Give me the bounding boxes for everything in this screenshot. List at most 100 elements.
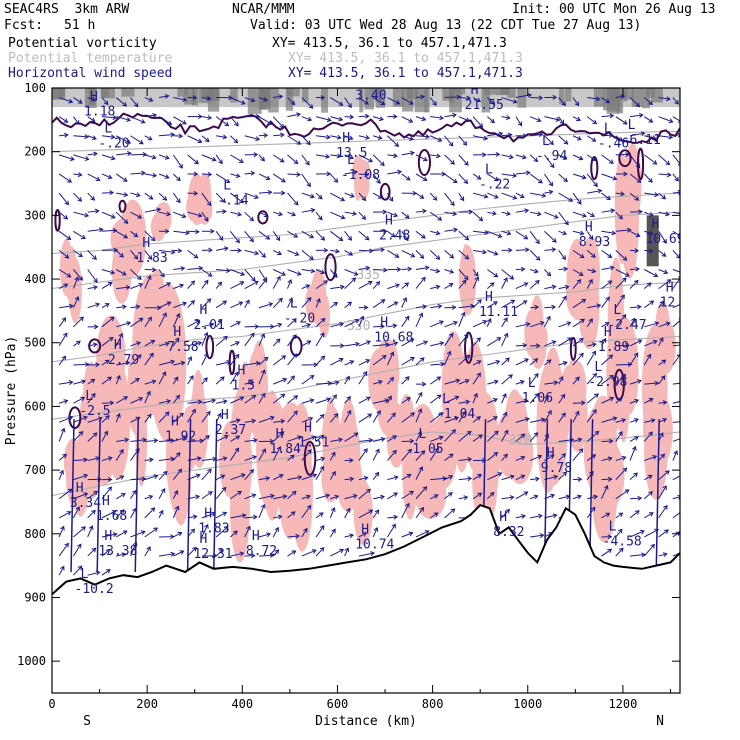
wind-vector: [372, 509, 380, 519]
wind-vector: [429, 192, 437, 201]
wind-vector: [87, 269, 98, 283]
wind-vector: [658, 485, 667, 500]
wind-vector-head: [452, 178, 458, 184]
wind-vector: [387, 97, 400, 105]
wind-vector: [387, 154, 398, 157]
wind-vector-head: [648, 397, 654, 403]
wind-vector: [87, 116, 96, 122]
wind-vector-head: [609, 396, 615, 402]
wind-vector: [601, 485, 608, 499]
wind-vector-head: [119, 475, 125, 480]
wind-vector: [173, 550, 184, 557]
wind-vector: [358, 359, 370, 366]
positive-pv-patch: [590, 439, 625, 511]
wind-vector-head: [678, 118, 680, 123]
positive-pv-patch: [119, 199, 147, 277]
wind-vector: [344, 135, 353, 140]
wind-vector-head: [63, 118, 69, 123]
wind-vector-head: [436, 394, 442, 400]
wind-vector-head: [580, 400, 586, 406]
wind-vector: [429, 211, 442, 221]
wind-vector: [58, 269, 71, 278]
wind-vector-head: [305, 284, 311, 289]
wind-vector-head: [77, 197, 83, 202]
wind-vector-head: [552, 94, 558, 100]
wind-vector: [487, 398, 498, 404]
wind-vector: [101, 192, 114, 194]
x-tick-label: 800: [422, 697, 444, 711]
wind-vector-head: [91, 547, 97, 553]
wind-vector: [144, 439, 158, 442]
wind-vector-head: [237, 248, 242, 253]
wind-vector-head: [339, 548, 345, 554]
wind-vector: [658, 250, 666, 257]
pv-extremum-letter: H: [342, 131, 350, 146]
wind-vector-head: [325, 493, 331, 499]
wind-vector-head: [407, 266, 413, 272]
wind-vector-head: [461, 279, 467, 285]
wind-vector-head: [533, 157, 539, 163]
wind-vector-head: [277, 322, 283, 328]
wind-vector: [415, 466, 423, 480]
wind-vector: [601, 338, 607, 347]
wind-vector: [244, 172, 255, 175]
wind-vector: [558, 97, 566, 106]
wind-vector-head: [206, 410, 211, 416]
y-axis-label: Pressure (hPa): [4, 336, 19, 446]
wind-vector-head: [182, 97, 188, 102]
wind-vector-head: [375, 280, 381, 286]
wind-vector: [73, 269, 83, 281]
wind-vector: [144, 154, 156, 159]
wind-vector-head: [379, 116, 384, 122]
wind-vector-head: [153, 527, 159, 532]
wind-vector-head: [410, 252, 416, 258]
wind-vector-head: [534, 372, 539, 378]
wind-vector: [287, 395, 298, 404]
wind-vector: [415, 450, 425, 461]
wind-vector-head: [162, 312, 167, 318]
wind-vector: [73, 474, 88, 481]
wind-vector: [644, 269, 658, 277]
wind-vector: [572, 173, 586, 179]
x-tick-label: 1000: [513, 697, 542, 711]
wind-vector: [173, 116, 187, 125]
wind-vector: [144, 380, 156, 385]
wind-vector: [386, 524, 396, 538]
wind-vector: [115, 509, 125, 519]
wind-vector: [430, 230, 440, 235]
wind-vector-head: [463, 179, 469, 185]
y-tick-label: 400: [24, 272, 46, 286]
wind-vector-head: [137, 214, 143, 219]
wind-vector-head: [581, 213, 587, 218]
wind-vector: [258, 448, 266, 461]
wind-vector: [672, 382, 680, 385]
wind-vector-head: [618, 137, 623, 142]
wind-vector: [643, 97, 653, 105]
pv-extremum-letter: H: [651, 217, 659, 232]
wind-vector-head: [170, 359, 176, 365]
wind-vector-head: [466, 95, 471, 101]
wind-vector: [272, 431, 285, 442]
wind-vector-head: [252, 514, 258, 520]
wind-vector-head: [103, 100, 109, 106]
wind-vector: [230, 269, 245, 276]
wind-vector-head: [534, 392, 540, 398]
wind-vector-head: [332, 273, 338, 279]
wind-vector-head: [624, 489, 630, 494]
wind-vector-head: [173, 376, 179, 382]
wind-vector: [629, 446, 636, 461]
wind-vector-head: [581, 174, 587, 180]
wind-vector-head: [135, 192, 141, 198]
wind-vector: [315, 435, 324, 442]
x-tick-label: 1200: [608, 697, 637, 711]
wind-vector-head: [141, 476, 147, 482]
wind-vector-head: [146, 390, 151, 396]
wind-vector: [173, 211, 186, 218]
wind-vector-head: [140, 119, 146, 124]
wind-vector-head: [118, 332, 124, 338]
wind-vector-head: [636, 178, 642, 183]
wind-vector: [644, 154, 657, 165]
wind-vector: [458, 496, 468, 500]
wind-vector-head: [166, 282, 172, 287]
wind-vector: [158, 400, 171, 404]
